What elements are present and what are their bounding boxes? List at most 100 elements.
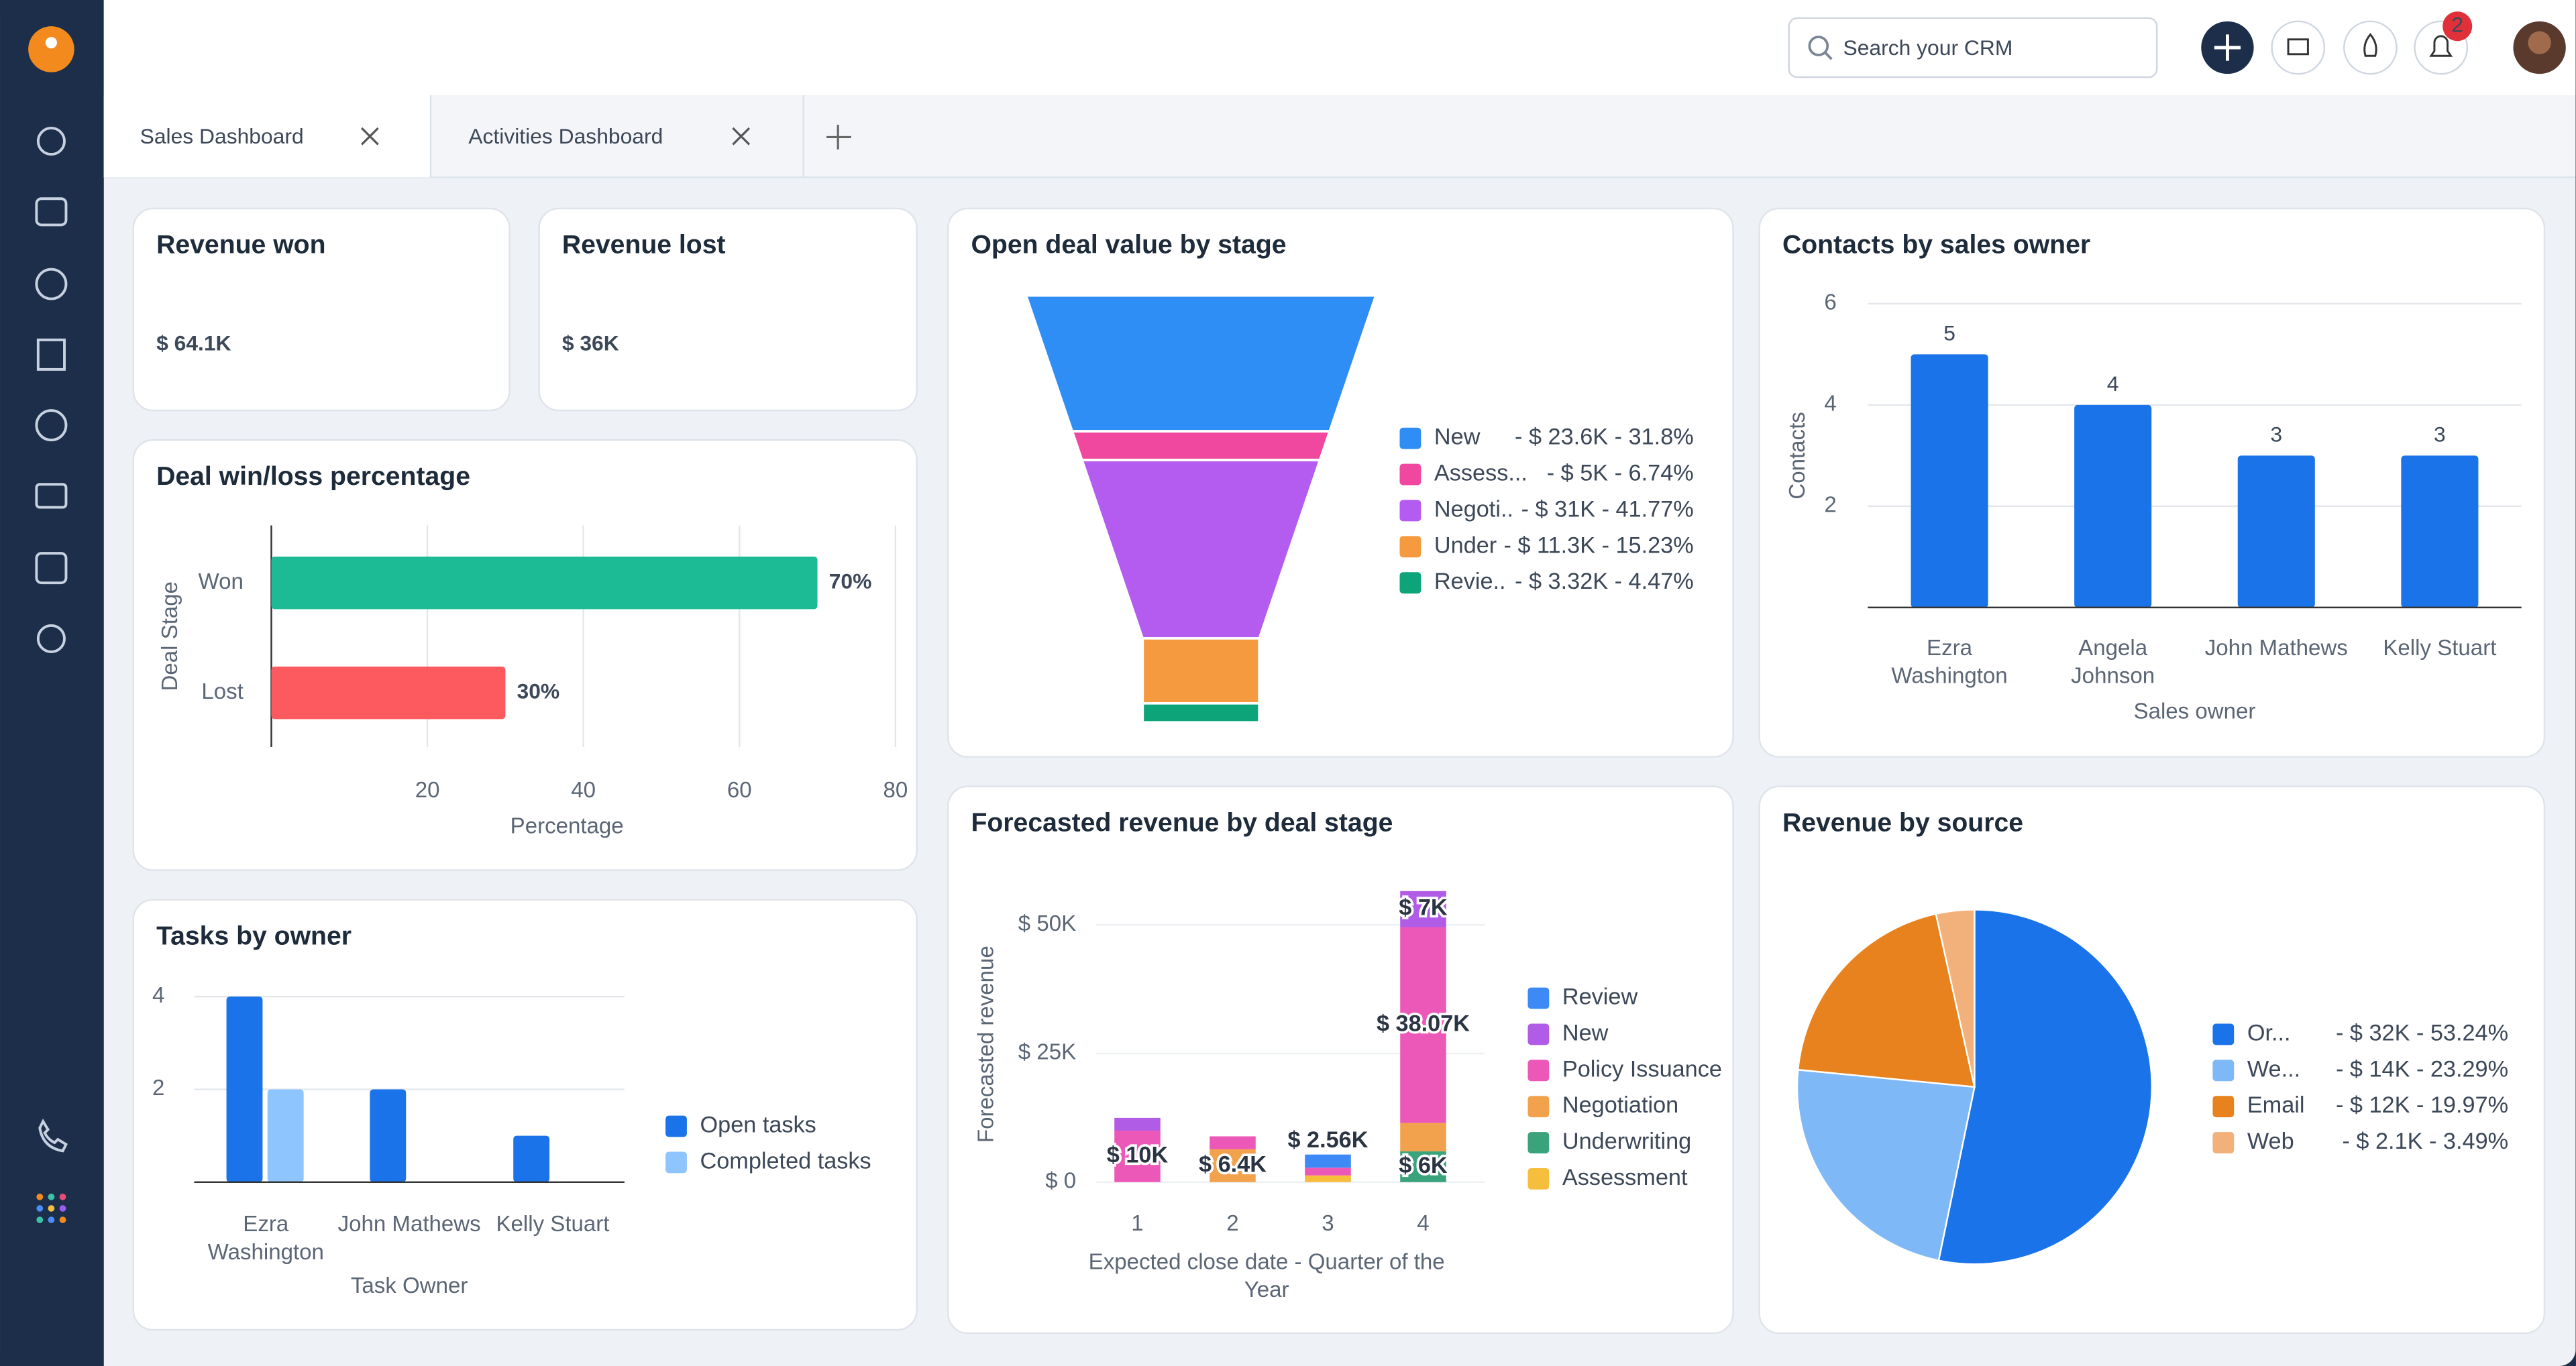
nav-icon[interactable]	[35, 197, 68, 227]
search-placeholder: Search your CRM	[1843, 36, 2013, 60]
x-tick-label: 1	[1131, 1211, 1143, 1236]
tab-close[interactable]	[732, 127, 751, 146]
legend-label: Completed tasks	[700, 1148, 871, 1174]
legend-swatch	[2212, 1023, 2235, 1045]
data-label: $ 10K	[1107, 1142, 1169, 1168]
dot	[59, 1205, 66, 1212]
legend-swatch	[1527, 1060, 1550, 1082]
data-label: 4	[2107, 372, 2119, 396]
card-title: Forecasted revenue by deal stage	[971, 808, 1393, 837]
x-axis-title: Percentage	[511, 814, 624, 839]
search-icon	[1808, 36, 1829, 56]
legend-label: Review	[1562, 984, 1638, 1010]
x-axis-title: Expected close date - Quarter of the Yea…	[1088, 1249, 1445, 1302]
legend-swatch	[2212, 1096, 2235, 1118]
legend-value: - $ 32K - 53.24%	[2336, 1020, 2508, 1045]
dot	[36, 1205, 44, 1212]
card	[1758, 207, 2546, 758]
bar	[267, 1089, 304, 1182]
tab-active[interactable]	[103, 95, 431, 178]
x-tick-label-box: Kelly Stuart	[2383, 635, 2496, 660]
bar	[271, 667, 506, 720]
nav-icon[interactable]	[35, 552, 68, 585]
tab-label[interactable]: Sales Dashboard	[140, 124, 304, 148]
bar-segment	[1210, 1136, 1256, 1149]
legend-label: Assessment	[1562, 1165, 1688, 1190]
legend-value: - $ 23.6K - 31.8%	[1515, 424, 1694, 450]
dot	[59, 1193, 66, 1200]
y-tick-label: 4	[152, 983, 164, 1008]
x-tick-label: 3	[1322, 1211, 1334, 1236]
nav-icon[interactable]	[35, 483, 68, 509]
legend-swatch	[1399, 536, 1421, 558]
y-tick-label: Won	[199, 569, 244, 594]
x-tick-label: 2	[1226, 1211, 1238, 1236]
data-label: 3	[2270, 422, 2282, 446]
rocket-button[interactable]	[2343, 20, 2398, 75]
legend-swatch	[1399, 572, 1421, 594]
rocket-icon	[2363, 33, 2377, 57]
bar	[226, 997, 263, 1182]
x-tick-label: 60	[727, 778, 752, 803]
funnel-segment	[1140, 637, 1261, 705]
x-tick-label: John Mathews	[337, 1211, 481, 1237]
x-axis-title-box: Expected close date - Quarter of the Yea…	[1088, 1249, 1445, 1302]
phone-icon[interactable]	[38, 1119, 68, 1153]
legend-swatch	[2212, 1060, 2235, 1082]
bar	[513, 1135, 550, 1182]
bar-segment	[1305, 1175, 1351, 1182]
bar	[2237, 455, 2315, 608]
y-tick-label: $ 0	[1045, 1169, 1076, 1194]
bar	[1911, 354, 1988, 608]
apps-grid[interactable]	[36, 1193, 66, 1223]
x-tick-label-box: John Mathews	[2205, 635, 2348, 660]
x-tick-label-box: Ezra Washington	[208, 1212, 324, 1264]
kpi-value: $ 64.1K	[156, 331, 231, 355]
legend-value: - $ 5K - 6.74%	[1547, 461, 1694, 486]
bar	[2074, 404, 2152, 608]
legend-label: Negotiation	[1562, 1092, 1678, 1118]
card	[538, 207, 918, 412]
legend-label: Revie..	[1434, 569, 1506, 594]
legend-value: - $ 11.3K - 15.23%	[1504, 532, 1694, 558]
topbar	[103, 0, 2576, 96]
legend-label: Email	[2247, 1092, 2305, 1118]
mail-icon	[2287, 38, 2309, 56]
legend-value: - $ 14K - 23.29%	[2336, 1056, 2508, 1082]
nav-icon[interactable]	[35, 268, 68, 300]
legend-label: Underwriting	[1562, 1129, 1691, 1154]
legend-swatch	[665, 1115, 687, 1137]
mail-button[interactable]	[2271, 20, 2326, 75]
bell-icon	[2429, 35, 2453, 57]
legend-label: Assess...	[1434, 461, 1527, 486]
bar-segment	[1400, 1151, 1446, 1182]
card	[132, 899, 918, 1331]
notification-count: 2	[2451, 13, 2463, 37]
card-title: Revenue by source	[1782, 808, 2023, 837]
bar-segment	[1114, 1131, 1161, 1182]
legend-label: New	[1562, 1020, 1609, 1045]
tab-close[interactable]	[361, 127, 379, 146]
dot	[59, 1216, 66, 1223]
nav-icon[interactable]	[36, 127, 66, 156]
bar-segment	[1400, 927, 1446, 1123]
search-box[interactable]	[1788, 17, 2158, 78]
add-tab[interactable]	[826, 125, 851, 150]
x-tick-label: Ezra Washington	[1891, 635, 2008, 688]
dot	[36, 1216, 44, 1223]
data-label: 70%	[829, 569, 872, 593]
app-logo[interactable]	[28, 26, 74, 72]
legend-label: Web	[2247, 1129, 2294, 1154]
logo-dot	[45, 37, 57, 49]
tab-label[interactable]: Activities Dashboard	[468, 124, 663, 148]
card-title: Revenue lost	[562, 231, 726, 260]
nav-icon[interactable]	[35, 409, 68, 442]
data-label: 30%	[517, 679, 560, 703]
legend-swatch	[2212, 1132, 2235, 1153]
dot	[36, 1193, 44, 1200]
nav-icon[interactable]	[36, 624, 66, 653]
sidebar	[0, 0, 104, 1366]
nav-icon[interactable]	[36, 338, 66, 371]
